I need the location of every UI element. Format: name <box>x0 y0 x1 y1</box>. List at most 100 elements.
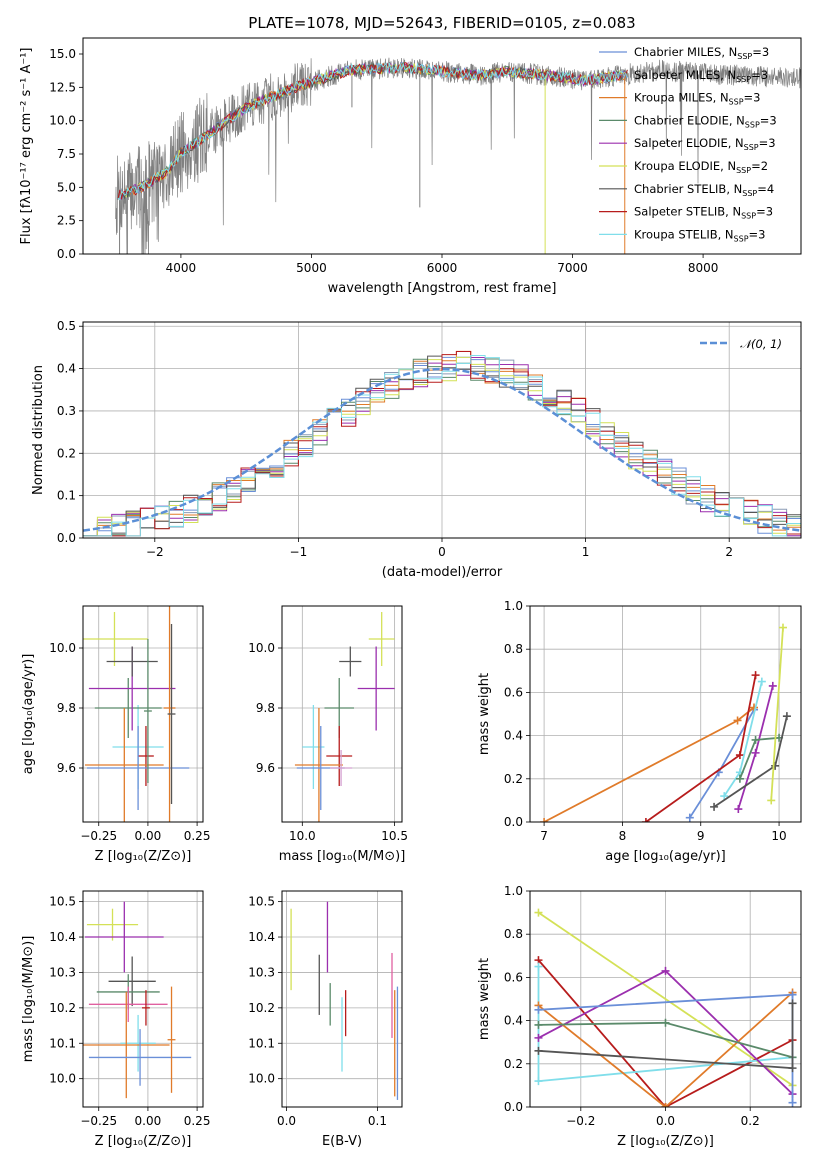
y-axis-label: Flux [fλ10⁻¹⁷ erg cm⁻² s⁻¹ A⁻¹] <box>19 48 34 245</box>
weight-series-line <box>770 627 784 801</box>
errorbar-point <box>106 646 158 677</box>
weight-point-marker <box>661 1018 670 1027</box>
weight-point-marker <box>641 818 650 822</box>
x-axis-label: (data-model)/error <box>382 565 503 580</box>
age-vs-mass-marks <box>294 612 395 822</box>
weight-point-marker <box>685 813 694 822</box>
y-axis-label: mass [log₁₀(M/M⊙)] <box>21 936 36 1063</box>
y-tick-label: 1.0 <box>504 599 523 613</box>
weight-point-marker <box>534 962 543 971</box>
legend-label: Salpeter STELIB, NSSP=3 <box>634 205 773 221</box>
weight-point-marker <box>751 735 760 744</box>
residual-histogram <box>83 355 801 537</box>
y-tick-label: 0.1 <box>57 489 76 503</box>
weight-point-marker <box>661 966 670 975</box>
y-tick-label: 0.2 <box>57 446 76 460</box>
weight-vs-age-marks <box>540 623 791 822</box>
x-tick-label: 0.25 <box>184 829 211 843</box>
weight-point-marker <box>710 802 719 811</box>
x-tick-label: 0.0 <box>277 1114 296 1128</box>
y-tick-label: 10.2 <box>49 1001 76 1015</box>
chart-title: PLATE=1078, MJD=52643, FIBERID=0105, z=0… <box>248 14 635 32</box>
errorbar-point <box>357 646 395 731</box>
y-tick-label: 10.3 <box>49 965 76 979</box>
y-tick-label: 10.2 <box>248 1001 275 1015</box>
y-tick-label: 0.8 <box>504 927 523 941</box>
x-tick-label: 0.2 <box>741 1114 760 1128</box>
errorbar-point <box>294 708 343 822</box>
weight-point-marker <box>788 999 797 1008</box>
y-tick-label: 0.3 <box>57 404 76 418</box>
plot-frame <box>529 605 802 823</box>
plot-frame <box>281 890 403 1108</box>
weight-vs-age-panel: 7 8 9 10 0.0 0.2 0.4 0.6 0.8 1.0 age [log₁₀(age/yr… <box>477 599 802 864</box>
x-tick-label: 0.0 <box>656 1114 675 1128</box>
legend-label: Kroupa ELODIE, NSSP=2 <box>634 159 768 175</box>
x-tick-label: 7 <box>540 829 548 843</box>
x-axis-label: age [log₁₀(age/yr)] <box>605 849 726 864</box>
y-tick-label: 10.3 <box>248 965 275 979</box>
y-tick-label: 9.8 <box>57 701 76 715</box>
y-tick-label: 0.4 <box>504 729 523 743</box>
y-tick-label: 1.0 <box>504 884 523 898</box>
y-tick-label: 0.2 <box>504 1057 523 1071</box>
y-tick-label: 10.4 <box>248 930 275 944</box>
y-tick-label: 15.0 <box>49 47 76 61</box>
x-tick-label: 10.0 <box>289 829 316 843</box>
spectrum-panel: 4000 5000 6000 7000 8000 0.0 2.5 5.0 7.5 10.0 12.5… <box>19 14 802 296</box>
weight-vs-Z-panel: −0.2 0.0 0.2 0.0 0.2 0.4 0.6 0.8 1.0 Z [log₁₀(Z/Z… <box>477 884 802 1149</box>
age-vs-Z-panel: −0.25 0.00 0.25 9.6 9.8 10.0 Z [log₁₀(Z/Z⊙)] ag… <box>21 605 211 864</box>
y-axis-label: mass weight <box>477 958 492 1040</box>
y-axis-label: mass weight <box>477 673 492 755</box>
y-tick-label: 10.1 <box>248 1036 275 1050</box>
errorbar-point <box>138 726 154 786</box>
legend-label: 𝒩(0, 1) <box>740 337 782 351</box>
errorbar-point <box>143 639 152 783</box>
y-tick-label: 0.4 <box>504 1014 523 1028</box>
errorbar-point <box>84 708 164 822</box>
weight-series-line <box>537 959 793 1107</box>
legend-label: Kroupa MILES, NSSP=3 <box>634 91 760 107</box>
y-tick-label: 0.0 <box>57 531 76 545</box>
weight-point-marker <box>778 623 787 632</box>
errorbar-point <box>167 986 176 1093</box>
y-tick-label: 0.2 <box>504 772 523 786</box>
errorbar-point <box>88 986 168 1023</box>
errorbar-point <box>330 750 353 786</box>
y-tick-label: 9.8 <box>256 701 275 715</box>
y-tick-label: 10.0 <box>49 114 76 128</box>
x-axis-label: Z [log₁₀(Z/Z⊙)] <box>95 1134 192 1149</box>
plot-frame <box>82 37 802 255</box>
weight-point-marker <box>767 796 776 805</box>
y-tick-label: 0.8 <box>504 642 523 656</box>
y-tick-label: 0.6 <box>504 970 523 984</box>
x-tick-label: 0 <box>438 545 446 559</box>
y-tick-label: 5.0 <box>57 180 76 194</box>
weight-series-line <box>537 911 794 1087</box>
weight-point-marker <box>534 1033 543 1042</box>
x-tick-label: 2 <box>725 545 733 559</box>
y-tick-label: 9.6 <box>256 761 275 775</box>
weight-point-marker <box>720 792 729 801</box>
plot-frame <box>529 890 802 1108</box>
errorbar-point <box>83 991 170 1099</box>
weight-point-marker <box>751 748 760 757</box>
x-tick-label: 0.25 <box>184 1114 211 1128</box>
x-axis-label: E(B-V) <box>322 1134 362 1149</box>
y-tick-label: 10.0 <box>248 1072 275 1086</box>
x-tick-label: −2 <box>146 545 164 559</box>
legend-label: Kroupa STELIB, NSSP=3 <box>634 227 765 243</box>
weight-point-marker <box>771 761 780 770</box>
mass-vs-Z-marks <box>83 901 192 1099</box>
weight-point-marker <box>788 1098 797 1107</box>
weight-point-marker <box>757 677 766 686</box>
y-tick-label: 10.0 <box>49 1072 76 1086</box>
errorbar-point <box>339 646 362 677</box>
y-tick-label: 7.5 <box>57 147 76 161</box>
plot-frame <box>281 605 403 823</box>
x-tick-label: 6000 <box>427 261 458 275</box>
x-tick-label: 8000 <box>688 261 719 275</box>
x-tick-label: −0.25 <box>80 1114 117 1128</box>
x-axis-label: mass [log₁₀(M/M⊙)] <box>279 849 406 864</box>
